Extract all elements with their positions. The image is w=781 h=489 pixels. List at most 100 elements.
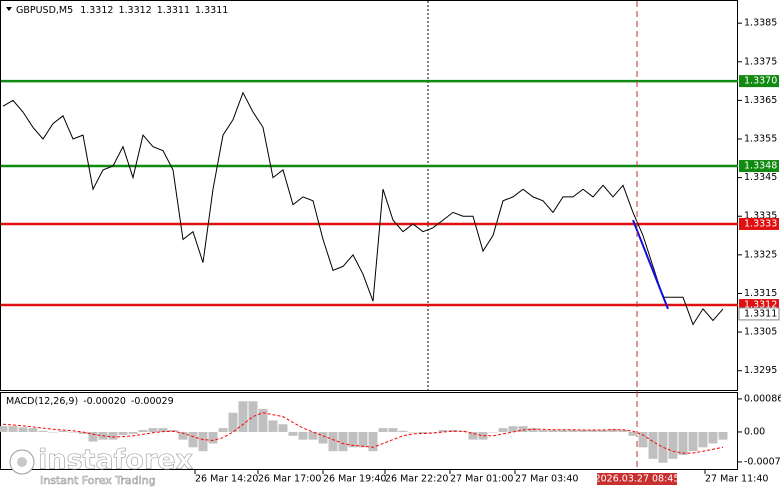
y-tick-label: 1.3365 <box>744 95 777 106</box>
macd-bar <box>238 401 248 432</box>
macd-bar <box>408 431 418 433</box>
macd-reading: -0.00020 <box>83 396 126 407</box>
macd-bar <box>288 431 298 436</box>
macd-bar <box>678 431 688 456</box>
macd-bar <box>188 431 198 448</box>
macd-bar <box>108 431 118 440</box>
macd-bar <box>118 431 128 436</box>
macd-bar <box>448 430 458 432</box>
last-price-label: 1.3311 <box>744 308 777 319</box>
macd-bar <box>368 431 378 452</box>
macd-bar <box>598 430 608 432</box>
macd-bar <box>128 431 138 434</box>
last-price-box <box>738 307 780 321</box>
level-label: 1.3370 <box>744 76 777 87</box>
watermark-name: instaforex <box>38 445 193 476</box>
macd-bar <box>338 431 348 452</box>
macd-title: MACD(12,26,9) <box>6 396 78 407</box>
macd-bar <box>68 431 78 433</box>
macd-bar <box>458 430 468 432</box>
macd-bar <box>708 431 718 444</box>
level-label-box <box>739 75 779 88</box>
macd-bar <box>138 430 148 432</box>
macd-bar <box>298 431 308 440</box>
y-tick-label: 1.3335 <box>744 211 777 222</box>
ohlc-low: 1.3311 <box>157 5 190 16</box>
level-label: 1.3333 <box>744 218 777 229</box>
macd-bar <box>158 428 168 432</box>
y-tick-label: 1.3315 <box>744 288 777 299</box>
macd-bar <box>698 431 708 448</box>
macd-bar <box>538 430 548 432</box>
level-label-box <box>739 160 779 173</box>
macd-bar <box>418 431 428 434</box>
macd-bar <box>568 430 578 432</box>
macd-bar <box>608 428 618 432</box>
y-tick-label: 1.3375 <box>744 56 777 67</box>
macd-bar <box>208 431 218 444</box>
macd-bar <box>178 431 188 440</box>
x-tick-label: 26 Mar 14:20 <box>195 474 258 485</box>
macd-bar <box>718 431 728 440</box>
macd-bar <box>658 431 668 463</box>
y-tick-label: 1.3305 <box>744 327 777 338</box>
macd-bar <box>28 428 38 432</box>
macd-bar <box>688 431 698 452</box>
macd-bar <box>378 428 388 432</box>
macd-bar <box>518 426 528 432</box>
macd-bar <box>58 430 68 432</box>
macd-bar <box>438 430 448 432</box>
price-line <box>2 91 724 326</box>
macd-bar <box>198 431 208 452</box>
chart-title: GBPUSD,M5 <box>16 5 73 16</box>
macd-bar <box>558 430 568 432</box>
macd-bar <box>48 431 58 433</box>
macd-bar <box>348 431 358 448</box>
macd-bar <box>428 431 438 433</box>
ohlc-close: 1.3311 <box>195 5 228 16</box>
macd-bar <box>588 430 598 432</box>
y-tick-label: 1.3345 <box>744 172 777 183</box>
marker-label: 2026.03.27 08:45 <box>595 474 680 485</box>
level-label: 1.3348 <box>744 161 777 172</box>
y-tick-label: 1.3295 <box>744 365 777 376</box>
macd-bar <box>268 420 278 432</box>
macd-bar <box>148 428 158 432</box>
macd-bar <box>668 431 678 459</box>
macd-bar <box>618 430 628 432</box>
macd-bar <box>488 431 498 433</box>
macd-bar <box>578 430 588 432</box>
y-tick-label: 1.3385 <box>744 18 777 29</box>
macd-bar <box>278 424 288 432</box>
trend-line <box>632 219 669 310</box>
macd-bar <box>478 431 488 440</box>
macd-bar <box>18 427 28 432</box>
macd-bar <box>248 401 258 432</box>
macd-bar <box>498 428 508 432</box>
y-tick-label: -0.00078 <box>744 456 781 467</box>
macd-bar <box>508 426 518 432</box>
menu-arrow <box>6 7 12 11</box>
macd-bar <box>328 431 338 452</box>
chart-header: GBPUSD,M5 1.3312 1.3312 1.3311 1.3311 <box>16 5 228 16</box>
macd-bar <box>388 428 398 432</box>
macd-bar <box>258 408 268 432</box>
ohlc-open: 1.3312 <box>80 5 113 16</box>
watermark: instaforex Instant Forex Trading <box>9 444 193 487</box>
macd-bar <box>308 431 318 440</box>
macd-bar <box>528 428 538 432</box>
macd-bar <box>88 431 98 442</box>
macd-bar <box>358 431 368 448</box>
x-tick-label: 27 Mar 11:40 <box>705 474 768 485</box>
y-tick-label: 0.00 <box>744 426 765 437</box>
x-tick-label: 27 Mar 03:40 <box>515 474 578 485</box>
macd-bar <box>628 431 638 436</box>
macd-bar <box>218 428 228 432</box>
macd-bar <box>398 430 408 432</box>
logo-core <box>17 457 27 467</box>
watermark-tagline: Instant Forex Trading <box>40 474 156 487</box>
macd-bar <box>38 430 48 432</box>
macd-bar <box>468 431 478 440</box>
macd-bar <box>228 412 238 432</box>
